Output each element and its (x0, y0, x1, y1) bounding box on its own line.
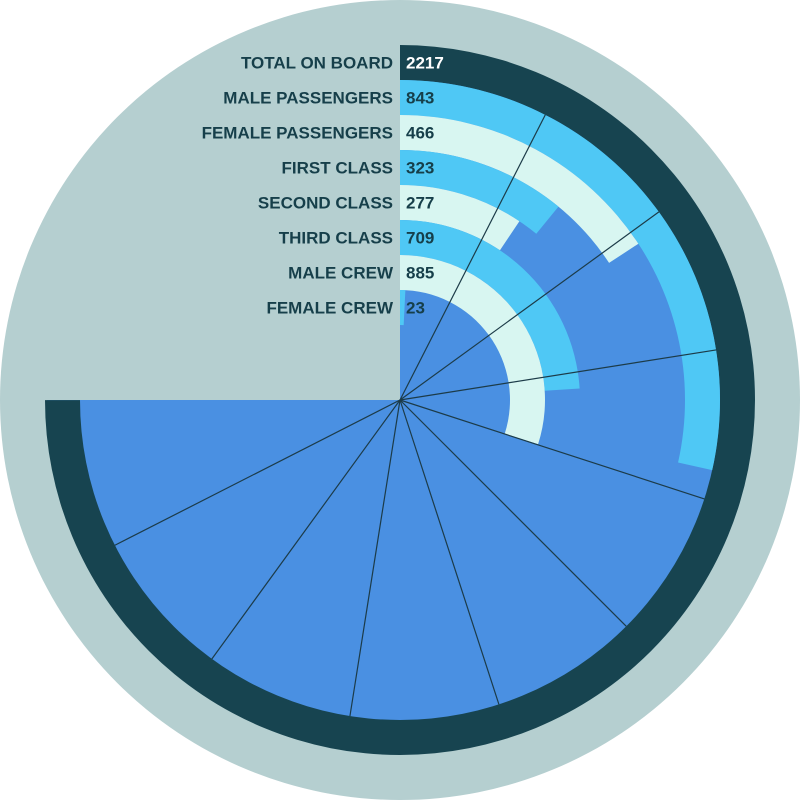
series-value: 885 (406, 264, 434, 283)
divider-line (399, 399, 500, 705)
series-label: MALE PASSENGERS (223, 89, 393, 108)
divider-line (349, 399, 401, 717)
divider-line (114, 399, 401, 546)
labels-layer: TOTAL ON BOARD 2217 MALE PASSENGERS 843 FEMA… (202, 54, 444, 318)
ring-bar (400, 150, 559, 234)
ring-bar (400, 290, 406, 326)
ring-bar (400, 220, 580, 391)
series-value: 466 (406, 124, 434, 143)
series-label: TOTAL ON BOARD (241, 54, 393, 73)
series-label: THIRD CLASS (279, 229, 393, 248)
series-label: SECOND CLASS (258, 194, 393, 213)
series-label: FEMALE CREW (266, 299, 394, 318)
ring-bar (400, 185, 520, 251)
ring-bar (400, 255, 545, 445)
series-value: 2217 (406, 54, 444, 73)
ring-bar (400, 115, 639, 263)
series-value: 277 (406, 194, 434, 213)
divider-line (399, 211, 660, 401)
series-label: FIRST CLASS (282, 159, 393, 178)
divider-line (399, 399, 705, 500)
rings-layer (45, 45, 755, 755)
dividers-layer (114, 114, 717, 717)
series-value: 709 (406, 229, 434, 248)
divider-line (399, 349, 717, 401)
divider-line (211, 399, 401, 660)
series-label: FEMALE PASSENGERS (202, 124, 393, 143)
series-value: 323 (406, 159, 434, 178)
series-label: MALE CREW (288, 264, 394, 283)
series-value: 23 (406, 299, 425, 318)
divider-line (399, 399, 627, 627)
ring-bar (400, 80, 720, 471)
divider-line (399, 114, 546, 401)
series-value: 843 (406, 89, 434, 108)
